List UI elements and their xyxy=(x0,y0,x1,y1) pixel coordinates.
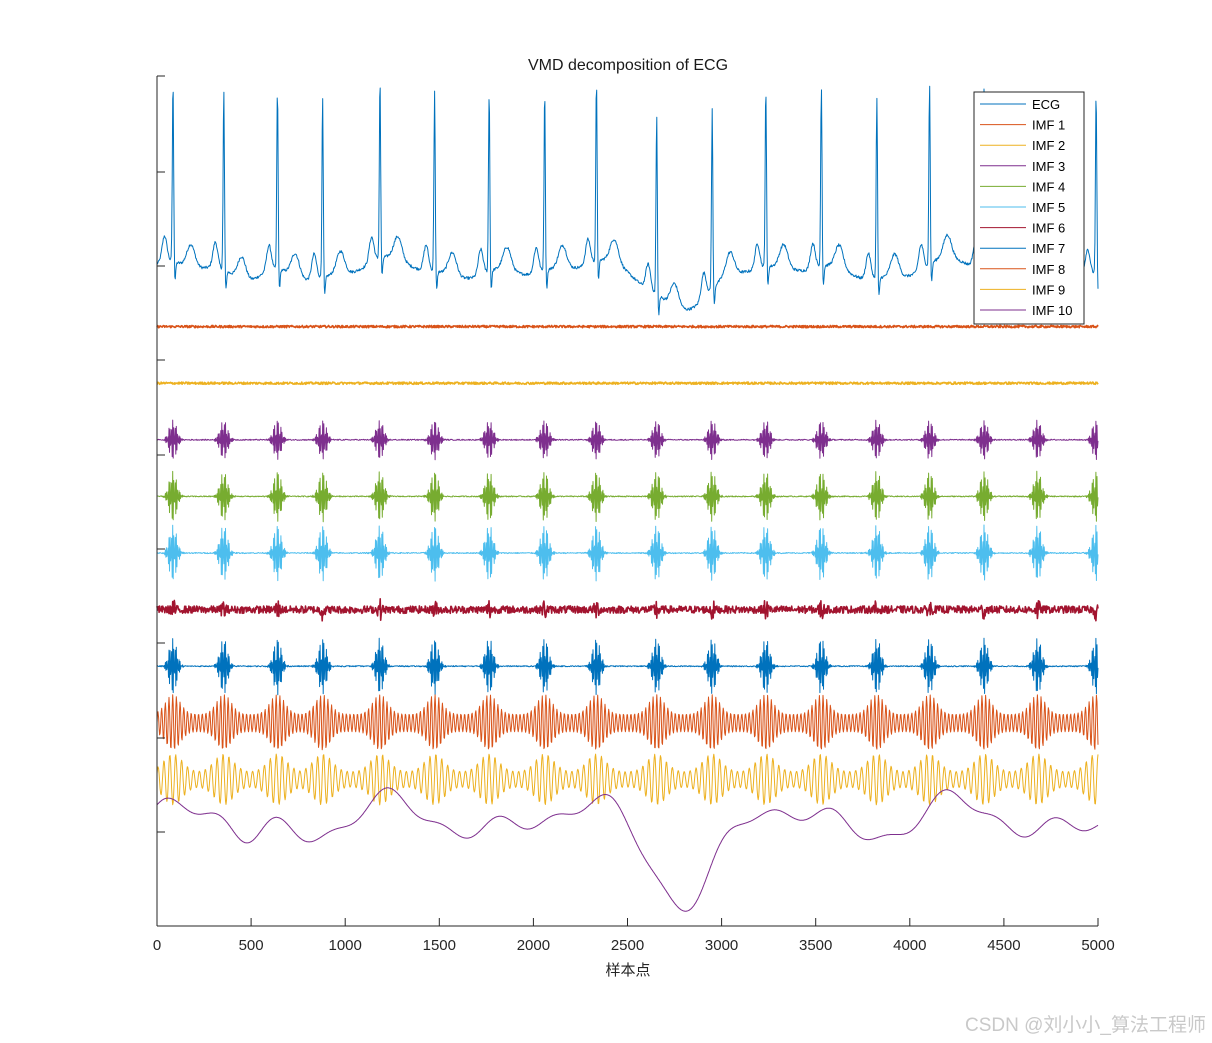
legend-label: IMF 7 xyxy=(1032,241,1065,256)
legend-label: IMF 2 xyxy=(1032,138,1065,153)
series-line-imf-9 xyxy=(156,753,1099,806)
legend-items: ECG IMF 1 IMF 2 IMF 3 IMF 4 IMF 5 IMF 6 IMF 7 IM… xyxy=(980,97,1072,318)
series-line-ecg xyxy=(156,85,1099,316)
x-tick-label: 3500 xyxy=(799,937,832,954)
legend-label: IMF 3 xyxy=(1032,159,1065,174)
y-ticks xyxy=(157,75,165,833)
x-tick-label: 2500 xyxy=(611,937,644,954)
x-tick-label: 1500 xyxy=(423,937,456,954)
series-line-imf-6 xyxy=(156,597,1099,622)
legend-label: IMF 5 xyxy=(1032,200,1065,215)
chart-title: VMD decomposition of ECG xyxy=(528,57,728,74)
x-tick-label: 2000 xyxy=(517,937,550,954)
series-line-imf-1 xyxy=(156,324,1099,329)
series-line-imf-8 xyxy=(156,694,1099,751)
legend: ECG IMF 1 IMF 2 IMF 3 IMF 4 IMF 5 IMF 6 IMF 7 IM… xyxy=(973,91,1085,325)
x-tick-label: 5000 xyxy=(1081,937,1114,954)
legend-label: IMF 1 xyxy=(1032,118,1065,133)
legend-label: IMF 6 xyxy=(1032,221,1065,236)
series-line-imf-4 xyxy=(156,470,1099,523)
x-tick-label: 4000 xyxy=(893,937,926,954)
series-line-imf-7 xyxy=(156,637,1099,696)
legend-label: ECG xyxy=(1032,97,1060,112)
x-tick-label: 4500 xyxy=(987,937,1020,954)
series-line-imf-5 xyxy=(156,524,1099,582)
x-tick-label: 1000 xyxy=(329,937,362,954)
watermark: CSDN @刘小小_算法工程师 xyxy=(965,1015,1206,1036)
series-line-imf-2 xyxy=(156,381,1099,386)
legend-label: IMF 9 xyxy=(1032,282,1065,297)
x-ticks: 0 500 1000 1500 2000 2500 3000 3500 4000 4500 5000 xyxy=(153,918,1115,954)
x-tick-label: 500 xyxy=(239,937,264,954)
legend-box xyxy=(973,91,1085,325)
legend-label: IMF 8 xyxy=(1032,262,1065,277)
series-layer xyxy=(156,85,1099,912)
legend-label: IMF 10 xyxy=(1032,303,1072,318)
x-tick-label: 3000 xyxy=(705,937,738,954)
plot-area: 0 500 1000 1500 2000 2500 3000 3500 4000 4500 5000 xyxy=(153,75,1115,954)
series-line-imf-3 xyxy=(156,419,1099,461)
x-axis-label: 样本点 xyxy=(605,962,650,979)
legend-label: IMF 4 xyxy=(1032,179,1065,194)
x-tick-label: 0 xyxy=(153,937,161,954)
series-line-imf-10 xyxy=(156,787,1099,912)
